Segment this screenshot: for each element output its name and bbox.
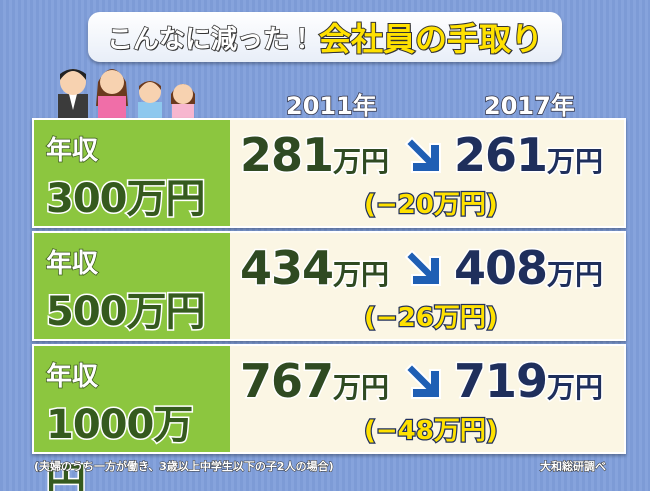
- arrow-shape: [404, 249, 441, 286]
- table-row: 年収 1000万円 767 万円 719 万円 (−48万円): [32, 344, 626, 491]
- down-arrow: [404, 136, 441, 173]
- row-label-cell: 年収 300万円: [34, 120, 230, 226]
- value-unit: 万円: [546, 370, 605, 406]
- value-number: 767: [238, 353, 335, 410]
- title-lead: こんなに減った！: [106, 24, 316, 56]
- table-row: 年収 300万円 281 万円 261 万円 (−20万円): [32, 118, 626, 228]
- value-2017: 261 万円: [452, 127, 605, 184]
- table-row: 年収 500万円 434 万円 408 万円 (−26万円): [32, 231, 626, 341]
- down-arrow: [404, 249, 441, 286]
- row-label-amount: 1000万円: [45, 401, 195, 491]
- column-header: 2017年: [483, 91, 575, 121]
- row-label-cell: 年収 500万円: [34, 233, 230, 339]
- father: [58, 69, 88, 122]
- value-2017: 719 万円: [452, 353, 605, 410]
- arrow-shape: [404, 136, 441, 173]
- value-2011: 434 万円: [238, 240, 391, 297]
- value-number: 261: [452, 127, 549, 184]
- value-number: 408: [452, 240, 549, 297]
- value-2011: 767 万円: [238, 353, 391, 410]
- value-unit: 万円: [332, 144, 391, 180]
- footnote: (夫婦のうち一方が働き、3歳以上中学生以下の子2人の場合): [34, 460, 335, 474]
- row-label-cell: 年収 1000万円: [34, 346, 230, 491]
- value-unit: 万円: [546, 257, 605, 293]
- value-number: 434: [238, 240, 335, 297]
- value-number: 719: [452, 353, 549, 410]
- row-label-top: 年収: [45, 361, 99, 393]
- row-label-top: 年収: [45, 135, 99, 167]
- daughter: [171, 84, 195, 122]
- value-unit: 万円: [546, 144, 605, 180]
- value-unit: 万円: [332, 370, 391, 406]
- value-2017: 408 万円: [452, 240, 605, 297]
- down-arrow: [404, 362, 441, 399]
- title-banner: こんなに減った！ 会社員の手取り: [88, 12, 562, 62]
- row-label-amount: 300万円: [45, 175, 207, 224]
- family-icons: [58, 69, 195, 122]
- value-2011: 281 万円: [238, 127, 391, 184]
- mother: [96, 69, 128, 122]
- change: (−20万円): [363, 189, 499, 222]
- change: (−26万円): [363, 302, 499, 335]
- row-label-top: 年収: [45, 248, 99, 280]
- source: 大和総研調べ: [540, 460, 607, 474]
- son: [138, 81, 162, 122]
- value-unit: 万円: [332, 257, 391, 293]
- value-number: 281: [238, 127, 335, 184]
- change: (−48万円): [363, 415, 499, 448]
- title-main: 会社員の手取り: [318, 19, 544, 59]
- row-label-amount: 500万円: [45, 288, 207, 337]
- column-header: 2011年: [285, 91, 377, 121]
- arrow-shape: [404, 362, 441, 399]
